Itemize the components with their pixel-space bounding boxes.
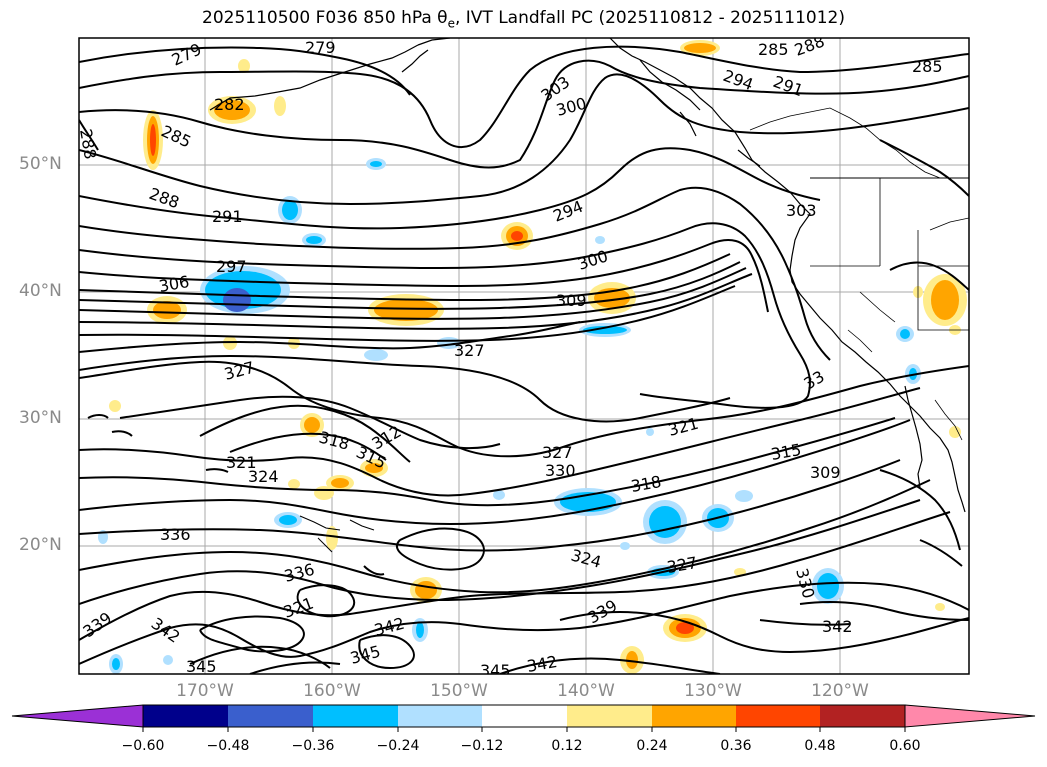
colorbar-ticks xyxy=(142,727,906,732)
colorbar-bin xyxy=(567,705,652,727)
contour-label: 285 xyxy=(912,57,943,76)
theta-subscript: e xyxy=(447,16,455,31)
colorbar-bin xyxy=(143,705,228,727)
lat-label-30n: 30°N xyxy=(19,408,62,428)
colorbar-tick-label: 0.60 xyxy=(889,738,921,754)
contour-label: 297 xyxy=(216,257,247,276)
colorbar-tick-label: −0.60 xyxy=(121,738,165,754)
colorbar-bin xyxy=(652,705,736,727)
coastlines xyxy=(209,38,969,553)
map-frame xyxy=(78,37,970,675)
colorbar-bin xyxy=(398,705,482,727)
contour-label: 327 xyxy=(542,443,573,462)
contour-label: 321 xyxy=(226,453,257,472)
colorbar-tick-label: 0.36 xyxy=(720,738,752,754)
colorbar-bin xyxy=(820,705,905,727)
colorbar xyxy=(11,704,1036,732)
contour-label: 279 xyxy=(305,38,336,57)
map-title: 2025110500 F036 850 hPa θe, IVT Landfall… xyxy=(0,8,1047,30)
contour-label: 345 xyxy=(480,661,511,680)
contour-label: 336 xyxy=(160,525,191,544)
title-prefix: 2025110500 F036 850 hPa xyxy=(202,8,438,28)
lat-label-20n: 20°N xyxy=(19,535,62,555)
contour-label: 345 xyxy=(186,657,217,676)
contour-label: 324 xyxy=(248,467,279,486)
colorbar-tick-label: 0.24 xyxy=(636,738,668,754)
contour-label: 285 xyxy=(758,40,789,59)
colorbar-extend-low xyxy=(11,704,144,728)
contour-label: 342 xyxy=(525,652,558,676)
colorbar-extend-high xyxy=(904,704,1036,728)
contour-label: 330 xyxy=(545,461,576,480)
theta-e-contours xyxy=(79,45,969,674)
lon-label-170w: 170°W xyxy=(176,681,234,701)
lon-label-140w: 140°W xyxy=(557,681,615,701)
contour-label: 327 xyxy=(454,341,485,360)
colorbar-tick-label: −0.24 xyxy=(376,738,420,754)
contour-label: 288 xyxy=(76,127,100,160)
contour-label: 282 xyxy=(214,95,245,114)
lon-label-160w: 160°W xyxy=(303,681,361,701)
lat-label-40n: 40°N xyxy=(19,281,62,301)
title-suffix: , IVT Landfall PC (2025110812 - 20251110… xyxy=(454,8,845,28)
colorbar-bin xyxy=(313,705,398,727)
colorbar-tick-label: 0.48 xyxy=(804,738,836,754)
colorbar-frame xyxy=(142,704,906,728)
lon-label-120w: 120°W xyxy=(811,681,869,701)
colorbar-bin xyxy=(736,705,820,727)
colorbar-tick-label: −0.36 xyxy=(291,738,335,754)
colorbar-tick-label: −0.48 xyxy=(206,738,250,754)
colorbar-tick-label: −0.12 xyxy=(460,738,504,754)
contour-label: 291 xyxy=(212,207,243,226)
colorbar-bin xyxy=(228,705,313,727)
lon-label-150w: 150°W xyxy=(430,681,488,701)
colorbar-tick-label: 0.12 xyxy=(551,738,583,754)
colorbar-bin xyxy=(482,705,567,727)
lat-label-50n: 50°N xyxy=(19,154,62,174)
contour-label: 303 xyxy=(786,201,817,220)
theta-symbol: θ xyxy=(437,8,448,28)
gridlines xyxy=(79,38,969,674)
lon-label-130w: 130°W xyxy=(684,681,742,701)
contour-label: 309 xyxy=(556,291,587,310)
contour-label: 342 xyxy=(822,617,853,636)
contour-label: 309 xyxy=(810,463,841,482)
